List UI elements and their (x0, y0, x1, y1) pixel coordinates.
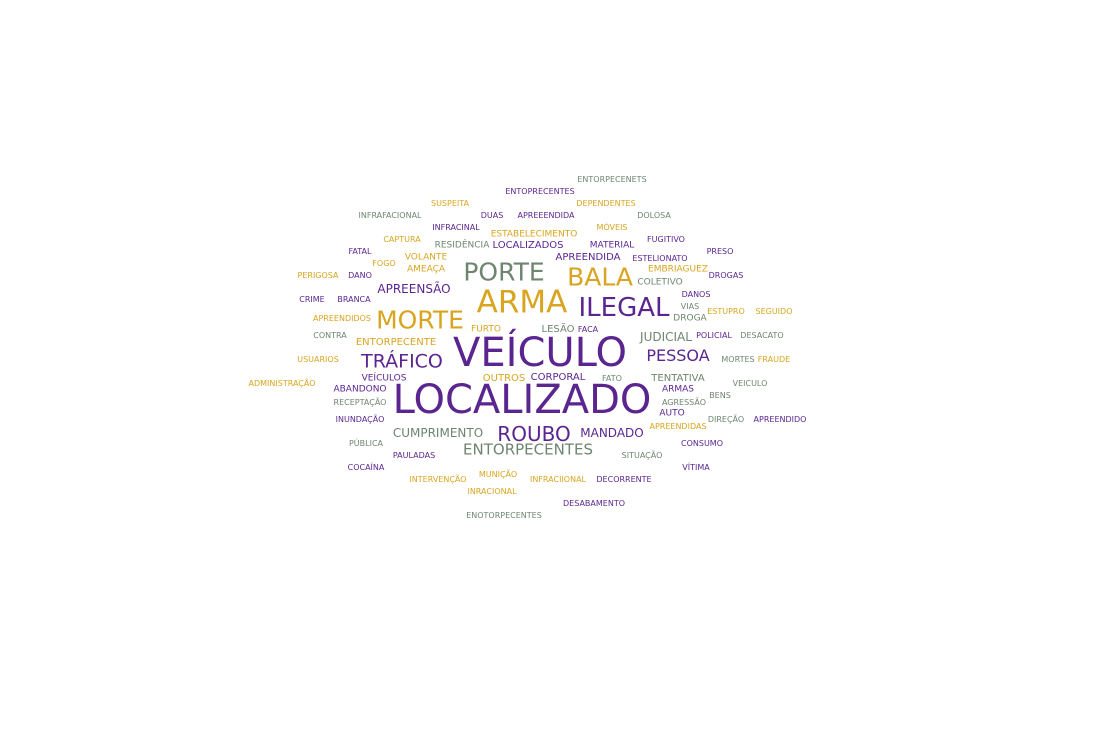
word-59: FATO (602, 374, 622, 383)
word-30: APREENSÃO (377, 282, 451, 296)
word-66: LOCALIZADO (392, 377, 652, 423)
word-74: CUMPRIMENTO (392, 426, 484, 440)
word-11: CAPTURA (383, 235, 421, 244)
word-36: ILEGAL (578, 293, 670, 323)
word-0: ENTORPECENETS (577, 175, 647, 184)
word-72: APREENDIDO (753, 415, 807, 424)
word-32: CRIME (299, 295, 325, 304)
word-38: SEGUIDO (755, 307, 793, 316)
word-88: INRACIONAL (467, 487, 517, 496)
word-40: MORTE (376, 305, 464, 335)
word-39: APREENDIDOS (312, 314, 372, 323)
word-50: VEÍCULO (453, 330, 627, 376)
word-18: VOLANTE (404, 252, 448, 263)
word-48: DESACATO (740, 331, 784, 340)
word-13: RESIDÊNCIA (434, 240, 490, 251)
word-26: DANO (348, 271, 372, 280)
word-86: INFRACIIONAL (529, 475, 587, 484)
word-9: MÓVEIS (596, 223, 628, 232)
word-69: AUTO (659, 408, 685, 419)
word-61: ADMINISTRAÇÃO (248, 379, 316, 388)
word-63: ABANDONO (333, 384, 387, 395)
word-46: JUDICIAL (640, 330, 692, 344)
word-27: BALA (567, 262, 633, 292)
word-45: CONTRA (313, 331, 347, 340)
word-84: MUNIÇÃO (478, 470, 518, 479)
word-34: ARMA (476, 284, 568, 321)
word-41: DROGA (673, 313, 707, 324)
word-28: DROGAS (708, 271, 744, 280)
word-29: COLETIVO (637, 277, 683, 288)
word-37: ESTUPRO (707, 307, 745, 316)
word-54: MORTES (721, 355, 755, 364)
word-52: USUARIOS (297, 355, 339, 364)
word-22: AMEAÇA (406, 264, 446, 275)
word-87: DECORRENTE (596, 475, 652, 484)
word-78: CONSUMO (681, 439, 723, 448)
word-62: VEICULO (732, 379, 768, 388)
word-1: ENTOPRECENTES (505, 187, 575, 196)
word-55: FRAUDE (757, 355, 791, 364)
word-43: LESÃO (541, 324, 575, 335)
word-56: VEÍCULOS (361, 373, 407, 384)
word-3: DEPENDENTES (576, 199, 636, 208)
word-76: MANDADO (580, 426, 644, 440)
word-60: TENTATIVA (651, 373, 705, 384)
word-82: COCAÍNA (347, 463, 385, 472)
word-58: CORPORAL (530, 372, 586, 383)
word-77: PÚBLICA (348, 439, 384, 448)
word-85: INTERVENÇÃO (409, 475, 467, 484)
word-2: SUSPEITA (431, 199, 469, 208)
word-81: SITUAÇÃO (621, 451, 663, 460)
word-51: PESSOA (646, 346, 710, 365)
word-71: DIREÇÃO (707, 415, 745, 424)
word-89: DESABAMENTO (563, 499, 625, 508)
word-65: BENS (709, 391, 731, 400)
word-49: ENTORPECENTE (355, 337, 437, 348)
word-25: PERIGOSA (297, 271, 339, 280)
word-70: INUNDAÇÃO (335, 415, 385, 424)
word-23: PORTE (463, 257, 545, 287)
word-7: DOLOSA (637, 211, 671, 220)
word-5: DUAS (480, 211, 504, 220)
word-33: BRANCA (337, 295, 371, 304)
word-8: INFRACINAL (432, 223, 480, 232)
word-35: VIAS (680, 302, 700, 311)
word-20: ESTELIONATO (632, 254, 688, 263)
word-42: FURTO (471, 324, 501, 335)
word-6: APREEENDIDA (517, 211, 575, 220)
word-64: ARMAS (661, 384, 695, 395)
word-90: ENOTORPECENTES (466, 511, 542, 520)
word-17: PRESO (706, 247, 734, 256)
word-68: AGRESSÃO (661, 398, 707, 407)
word-83: VÍTIMA (682, 463, 710, 472)
word-80: PAULADAS (392, 451, 436, 460)
word-47: POLICIAL (696, 331, 732, 340)
word-21: FOGO (372, 259, 396, 268)
word-4: INFRAFACIONAL (358, 211, 422, 220)
word-73: APREENDIDAS (649, 422, 707, 431)
word-79: ENTORPECENTES (463, 440, 593, 459)
word-24: EMBRIAGUEZ (648, 264, 708, 275)
word-14: LOCALIZADOS (492, 240, 564, 251)
word-53: TRÁFICO (361, 350, 443, 373)
word-19: APREENDIDA (555, 252, 621, 263)
word-16: FATAL (348, 247, 372, 256)
word-67: RECEPTAÇÃO (333, 398, 387, 407)
word-44: FACA (577, 325, 599, 334)
word-31: DANOS (681, 290, 711, 299)
word-12: FUGITIVO (647, 235, 685, 244)
word-75: ROUBO (497, 422, 571, 446)
word-57: OUTROS (482, 373, 526, 384)
word-10: ESTABELECIMENTO (490, 229, 578, 240)
word-15: MATERIAL (589, 240, 635, 251)
